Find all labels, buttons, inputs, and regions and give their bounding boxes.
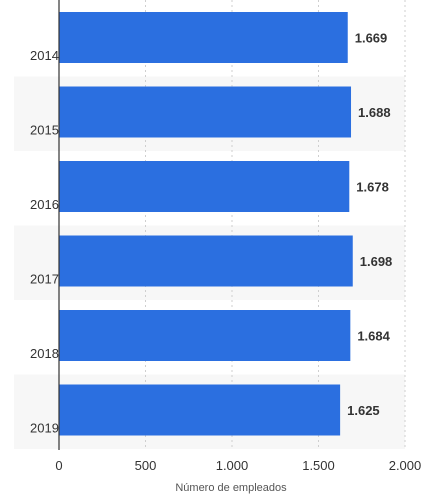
x-tick-labels: 0 500 1.000 1.500 2.000 <box>55 458 421 473</box>
bar-2015 <box>59 86 352 138</box>
bars <box>59 12 353 436</box>
x-tick-label: 1.500 <box>302 458 335 473</box>
category-label: 2018 <box>30 346 59 361</box>
bar-2016 <box>59 161 350 212</box>
category-labels: 2014 2015 2016 2017 2018 2019 <box>30 48 59 436</box>
bar-2018 <box>59 310 351 361</box>
value-label: 1.698 <box>360 254 393 269</box>
bar-2014 <box>59 12 348 63</box>
x-tick-label: 500 <box>135 458 157 473</box>
value-label: 1.625 <box>347 403 380 418</box>
category-label: 2016 <box>30 197 59 212</box>
x-tick-label: 0 <box>55 458 62 473</box>
value-labels: 1.669 1.688 1.678 1.698 1.684 1.625 <box>347 31 392 419</box>
category-label: 2014 <box>30 48 59 63</box>
x-axis-title: Número de empleados <box>175 482 287 494</box>
category-label: 2017 <box>30 272 59 287</box>
bar-2019 <box>59 384 341 436</box>
x-tick-label: 1.000 <box>216 458 249 473</box>
category-label: 2015 <box>30 123 59 138</box>
value-label: 1.678 <box>356 180 389 195</box>
grid-lines <box>145 0 406 450</box>
value-label: 1.684 <box>357 329 390 344</box>
value-label: 1.688 <box>358 105 391 120</box>
x-tick-label: 2.000 <box>389 458 422 473</box>
bar-2017 <box>59 235 353 287</box>
category-label: 2019 <box>30 421 59 436</box>
value-label: 1.669 <box>355 31 388 46</box>
